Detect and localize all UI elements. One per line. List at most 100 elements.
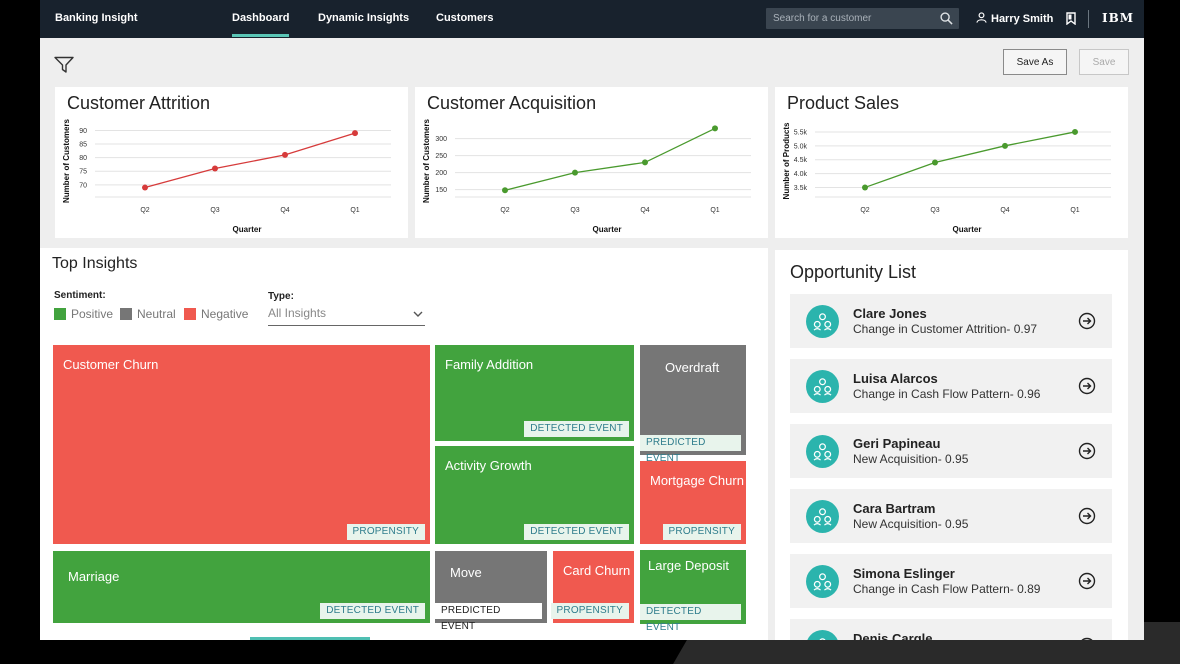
data-point: [642, 159, 648, 166]
insight-tile-move[interactable]: Move PREDICTED EVENT: [435, 551, 547, 632]
opportunity-list-title: Opportunity List: [790, 262, 917, 282]
filter-icon[interactable]: [54, 56, 74, 74]
x-axis-label: Quarter: [953, 225, 982, 234]
y-tick-label: 4.5k: [794, 157, 808, 164]
x-tick-label: Q3: [210, 207, 219, 214]
arrow-right-icon[interactable]: [1078, 507, 1096, 525]
arrow-right-icon[interactable]: [1078, 442, 1096, 460]
save-button[interactable]: Save: [1079, 49, 1129, 75]
y-tick-label: 300: [435, 136, 447, 143]
opportunity-item[interactable]: Clare Jones Change in Customer Attrition-…: [790, 294, 1112, 348]
bookmark-icon[interactable]: [1066, 12, 1076, 25]
legend-positive-swatch: [54, 308, 66, 320]
y-axis-label: Number of Products: [782, 122, 791, 199]
arrow-right-icon[interactable]: [1078, 377, 1096, 395]
legend-neutral[interactable]: Neutral: [120, 307, 176, 321]
tab-dynamic-insights[interactable]: Dynamic Insights: [318, 12, 410, 24]
data-point: [1072, 128, 1078, 135]
tile-label: Card Churn: [563, 563, 631, 578]
data-point: [142, 184, 148, 191]
opportunity-list-panel: Opportunity List Clare Jones Change in Cu…: [775, 250, 1128, 640]
search-icon[interactable]: [940, 12, 953, 25]
legend-negative[interactable]: Negative: [184, 307, 248, 321]
y-tick-label: 250: [435, 153, 447, 160]
insight-tile-activity-growth[interactable]: Activity Growth DETECTED EVENT: [435, 446, 634, 544]
sales-chart-title: Product Sales: [787, 93, 900, 113]
y-tick-label: 90: [79, 128, 87, 135]
tile-badge: PROPENSITY: [662, 524, 741, 540]
insight-tile-marriage[interactable]: Marriage DETECTED EVENT: [53, 551, 430, 623]
y-axis-label: Number of Customers: [422, 118, 431, 203]
tile-label: Customer Churn: [63, 357, 159, 372]
opportunity-description: Change in Customer Attrition- 0.97: [853, 322, 1038, 336]
insight-tile-mortgage-churn[interactable]: Mortgage Churn PROPENSITY: [640, 461, 746, 544]
type-label: Type:: [268, 291, 294, 302]
insight-tile-customer-churn[interactable]: Customer Churn PROPENSITY: [53, 345, 430, 544]
insight-tile-overdraft[interactable]: Overdraft PREDICTED EVENT: [640, 345, 746, 464]
y-tick-label: 80: [79, 155, 87, 162]
opportunity-name: Clare Jones: [853, 306, 927, 321]
x-tick-label: Q4: [640, 207, 649, 214]
y-tick-label: 4.0k: [794, 171, 808, 178]
opportunity-name: Cara Bartram: [853, 501, 936, 516]
data-point: [282, 151, 288, 158]
x-tick-label: Q4: [280, 207, 289, 214]
tab-dashboard[interactable]: Dashboard: [232, 12, 290, 37]
x-tick-label: Q3: [930, 207, 939, 214]
tile-label: Family Addition: [445, 357, 534, 372]
header-divider: [1088, 10, 1089, 28]
tile-label: Mortgage Churn: [650, 473, 744, 488]
data-point: [932, 159, 938, 166]
top-insights-panel: Top Insights Sentiment: Positive Neutral…: [40, 248, 768, 640]
opportunity-item[interactable]: Simona Eslinger Change in Cash Flow Patte…: [790, 554, 1112, 608]
data-point: [1002, 142, 1008, 149]
legend-positive[interactable]: Positive: [54, 307, 113, 321]
user-name: Harry Smith: [991, 13, 1054, 25]
acquisition-chart-card: Customer Acquisition 150 200 250 300 Q2 Q3 Q4 Q…: [415, 87, 768, 238]
x-tick-label: Q4: [1000, 207, 1009, 214]
opportunity-item[interactable]: Geri Papineau New Acquisition- 0.95: [790, 424, 1112, 478]
user-icon: [976, 12, 987, 23]
legend-negative-label: Negative: [201, 307, 249, 321]
arrow-right-icon[interactable]: [1078, 637, 1096, 640]
sales-chart-card: Product Sales 3.5k 4.0k 4.5k 5.0k 5.5k Q2 Q3 Q4…: [775, 87, 1128, 238]
opportunity-description: Change in Cash Flow Pattern- 0.96: [853, 387, 1041, 401]
customer-group-icon: [806, 305, 839, 338]
save-as-button[interactable]: Save As: [1003, 49, 1067, 75]
x-tick-label: Q1: [350, 207, 359, 214]
tab-customers[interactable]: Customers: [436, 12, 494, 24]
acquisition-chart: 150 200 250 300 Q2 Q3 Q4 Q1 Quarter Number of Cus…: [422, 118, 751, 234]
tile-label: Large Deposit: [648, 558, 729, 573]
series-line: [144, 132, 356, 189]
series-line: [864, 131, 1076, 189]
opportunity-item[interactable]: Cara Bartram New Acquisition- 0.95: [790, 489, 1112, 543]
scroll-indicator[interactable]: [250, 637, 370, 640]
type-dropdown[interactable]: All Insights: [268, 306, 425, 326]
sales-chart: 3.5k 4.0k 4.5k 5.0k 5.5k Q2 Q3 Q4 Q1 Quarter Numbe…: [782, 122, 1111, 234]
insight-tile-family-addition[interactable]: Family Addition DETECTED EVENT: [435, 345, 634, 441]
opportunity-item[interactable]: Luisa Alarcos Change in Cash Flow Pattern…: [790, 359, 1112, 413]
x-axis-label: Quarter: [233, 225, 262, 234]
tile-badge: PROPENSITY: [550, 603, 629, 619]
arrow-right-icon[interactable]: [1078, 572, 1096, 590]
insight-tile-large-deposit[interactable]: Large Deposit DETECTED EVENT: [640, 550, 746, 633]
insight-tile-card-churn[interactable]: Card Churn PROPENSITY: [550, 551, 634, 623]
opportunity-description: New Acquisition- 0.95: [853, 452, 969, 466]
x-tick-label: Q2: [140, 207, 149, 214]
y-axis-label: Number of Customers: [62, 118, 71, 203]
legend-negative-swatch: [184, 308, 196, 320]
legend-neutral-label: Neutral: [137, 307, 176, 321]
brand-title[interactable]: Banking Insight: [55, 12, 138, 24]
search-input[interactable]: [766, 8, 936, 29]
x-tick-label: Q3: [570, 207, 579, 214]
opportunity-name: Simona Eslinger: [853, 566, 955, 581]
customer-group-icon: [806, 435, 839, 468]
tile-badge: DETECTED EVENT: [524, 524, 629, 540]
tile-badge: PROPENSITY: [346, 524, 425, 540]
opportunity-item[interactable]: Denis Cargle: [790, 619, 1112, 640]
user-menu[interactable]: Harry Smith: [976, 12, 1053, 25]
opportunity-description: Change in Cash Flow Pattern- 0.89: [853, 582, 1041, 596]
tile-badge: DETECTED EVENT: [320, 603, 425, 619]
arrow-right-icon[interactable]: [1078, 312, 1096, 330]
y-tick-label: 150: [435, 187, 447, 194]
